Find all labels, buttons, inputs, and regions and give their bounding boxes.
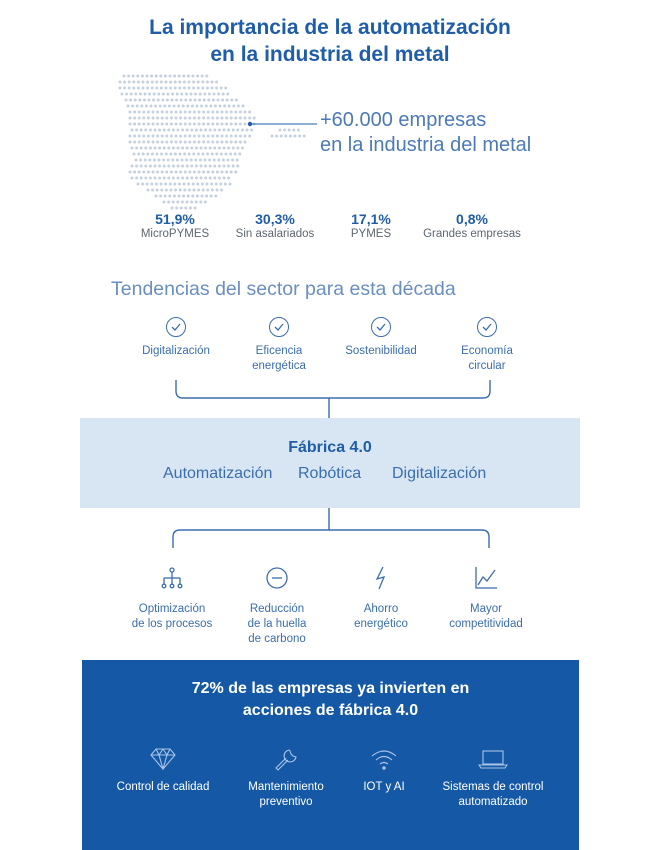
fabrica-title: Fábrica 4.0	[288, 439, 372, 456]
benefit-label: Ahorro energético	[354, 603, 408, 630]
action-label: Mantenimiento preventivo	[248, 781, 324, 808]
trend-label: Economía circular	[461, 345, 513, 372]
wifi-icon	[319, 748, 449, 772]
check-icon	[371, 317, 391, 337]
growth-chart-icon	[431, 566, 541, 590]
stat-grandes-empresas: 0,8% Grandes empresas	[407, 211, 537, 241]
minus-circle-icon	[222, 566, 332, 590]
action-label: Sistemas de control automatizado	[442, 781, 544, 808]
trend-label: Sostenibilidad	[345, 345, 417, 357]
benefit-label: Optimización de los procesos	[131, 603, 213, 630]
title-line-2: en la industria del metal	[210, 43, 450, 66]
investment-title-line-2: acciones de fábrica 4.0	[242, 702, 419, 719]
fabrica-panel	[80, 418, 580, 508]
benefit-ahorro-energetico: Ahorro energético	[326, 566, 436, 632]
trend-label: Eficencia energética	[252, 345, 306, 372]
diamond-icon	[98, 748, 228, 772]
stat-label: PYMES	[350, 228, 392, 240]
title-line-1: La importancia de la automatización	[149, 16, 511, 39]
fabrica-item-robotica: Robótica	[298, 465, 362, 482]
map-pointer-dot	[247, 121, 253, 127]
stat-label: Grandes empresas	[423, 228, 521, 240]
trend-eficiencia: Eficencia energética	[219, 317, 339, 374]
companies-line-2: en la industria del metal	[320, 134, 532, 156]
companies-count: +60.000 empresas en la industria del met…	[320, 108, 531, 158]
benefit-reduccion-huella: Reducción de la huella de carbono	[222, 566, 332, 647]
stat-value: 30,3%	[255, 211, 295, 227]
action-control-calidad: Control de calidad	[98, 748, 228, 795]
stat-value: 51,9%	[155, 211, 195, 227]
stat-micropymes: 51,9% MicroPYMES	[110, 211, 240, 241]
trend-sostenibilidad: Sostenibilidad	[321, 317, 441, 359]
trends-title: Tendencias del sector para esta década	[111, 278, 456, 300]
benefit-label: Reducción de la huella de carbono	[247, 603, 307, 645]
action-iot-ai: IOT y AI	[319, 748, 449, 795]
trend-digitalizacion: Digitalización	[116, 317, 236, 359]
stat-sin-asalariados: 30,3% Sin asalariados	[210, 211, 340, 241]
fabrica-item-automatizacion: Automatización	[163, 465, 273, 482]
action-label: IOT y AI	[363, 781, 405, 793]
check-icon	[477, 317, 497, 337]
trend-economia-circular: Economía circular	[427, 317, 547, 374]
wrench-icon	[221, 748, 351, 772]
stat-pymes: 17,1% PYMES	[306, 211, 436, 241]
stat-label: Sin asalariados	[235, 228, 315, 240]
stat-label: MicroPYMES	[140, 228, 210, 240]
stat-value: 17,1%	[351, 211, 391, 227]
check-icon	[166, 317, 186, 337]
lightning-icon	[326, 566, 436, 590]
fabrica-item-digitalizacion: Digitalización	[392, 465, 487, 482]
action-mantenimiento: Mantenimiento preventivo	[221, 748, 351, 810]
companies-line-1: +60.000 empresas	[320, 109, 487, 131]
action-sistemas-control: Sistemas de control automatizado	[428, 748, 558, 810]
laptop-icon	[428, 748, 558, 772]
stat-value: 0,8%	[456, 211, 488, 227]
trend-label: Digitalización	[142, 345, 210, 357]
hierarchy-icon	[117, 566, 227, 590]
benefit-competitividad: Mayor competitividad	[431, 566, 541, 632]
benefit-optimizacion: Optimización de los procesos	[117, 566, 227, 632]
benefit-label: Mayor competitividad	[449, 603, 523, 630]
action-label: Control de calidad	[116, 781, 210, 793]
investment-title: 72% de las empresas ya invierten en acci…	[82, 678, 579, 722]
investment-title-line-1: 72% de las empresas ya invierten en	[191, 680, 470, 697]
page-title: La importancia de la automatización en l…	[0, 14, 660, 68]
spain-dot-map	[118, 74, 317, 210]
check-icon	[269, 317, 289, 337]
